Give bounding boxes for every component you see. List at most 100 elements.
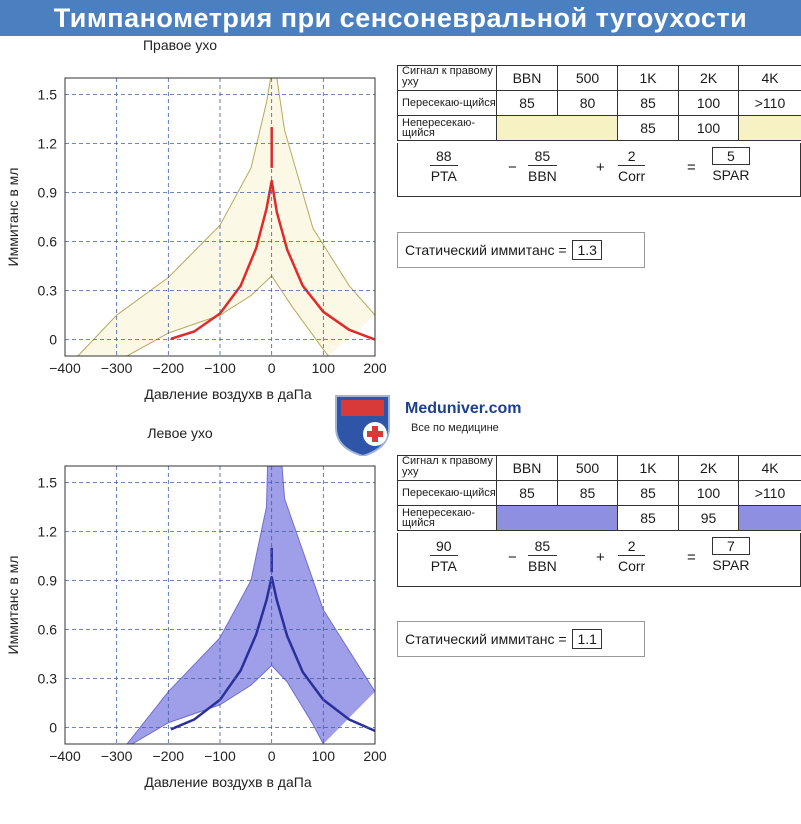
static-value: 1.3	[572, 240, 601, 260]
x-tick-label: 200	[363, 748, 387, 764]
row-label-uncrossed: Непересекаю-щийся	[398, 116, 497, 141]
freq-cell: BBN	[497, 456, 558, 481]
left-masking-table: Сигнал к правому уху BBN 500 1K 2K 4K Пе…	[397, 455, 801, 531]
spar-value: 7	[712, 537, 750, 555]
x-tick-label: 100	[312, 360, 336, 376]
static-value: 1.1	[572, 629, 601, 649]
table-cell: 85	[497, 91, 558, 116]
y-tick-label: 1.5	[38, 474, 58, 490]
x-tick-label: −300	[101, 360, 133, 376]
chart-title: Правое ухо	[143, 37, 217, 53]
corr-value: 2	[618, 537, 645, 556]
y-tick-label: 0.6	[38, 234, 58, 250]
chart-title: Левое ухо	[147, 425, 213, 441]
freq-cell: 4K	[739, 456, 801, 481]
x-tick-label: −200	[153, 748, 185, 764]
equals-sign: =	[687, 159, 696, 176]
table-cell: 85	[618, 91, 679, 116]
freq-cell: 1K	[618, 456, 679, 481]
corr-label: Corr	[618, 556, 645, 574]
right-static-immittance: Статический иммитанс = 1.3	[397, 232, 645, 268]
freq-cell: 2K	[679, 66, 739, 91]
spar-label: SPAR	[706, 555, 756, 573]
y-axis-label: Иммитанс в мл	[5, 556, 21, 655]
signal-header: Сигнал к правому уху	[398, 66, 497, 91]
y-tick-label: 0.9	[38, 184, 58, 200]
shaded-cell	[739, 116, 801, 141]
x-tick-label: 0	[268, 748, 276, 764]
pta-label: PTA	[430, 556, 458, 574]
equals-sign: =	[687, 549, 696, 566]
y-tick-label: 0	[49, 332, 57, 348]
x-tick-label: −200	[153, 360, 185, 376]
normal-range-band	[78, 78, 375, 356]
table-cell: 85	[558, 481, 618, 506]
table-cell: 95	[679, 506, 739, 531]
minus-sign: −	[508, 159, 517, 176]
y-tick-label: 0.3	[38, 671, 58, 687]
table-cell: >110	[739, 91, 801, 116]
y-tick-label: 0.6	[38, 622, 58, 638]
y-tick-label: 1.2	[38, 135, 58, 151]
freq-cell: 4K	[739, 66, 801, 91]
static-eq: =	[558, 631, 566, 647]
x-tick-label: −400	[49, 360, 81, 376]
table-cell: 100	[679, 481, 739, 506]
band-group	[78, 78, 375, 356]
table-cell: 85	[618, 116, 679, 141]
band-group	[127, 466, 375, 744]
y-tick-label: 0.3	[38, 283, 58, 299]
table-cell: 100	[679, 116, 739, 141]
y-tick-label: 1.2	[38, 523, 58, 539]
table-cell: 85	[618, 506, 679, 531]
page-title: Тимпанометрия при сенсоневральной тугоух…	[0, 0, 801, 36]
shaded-cell	[739, 506, 801, 531]
spar-label: SPAR	[706, 165, 756, 183]
plus-sign: +	[596, 549, 605, 566]
x-tick-label: −400	[49, 748, 81, 764]
static-label: Статический иммитанс	[405, 631, 554, 647]
bbn-label: BBN	[528, 556, 557, 574]
meduniver-logo[interactable]: Meduniver.com Все по медицине	[333, 390, 553, 456]
logo-name: Meduniver.com	[405, 400, 521, 418]
x-tick-label: 100	[312, 748, 336, 764]
pta-label: PTA	[430, 166, 458, 184]
freq-cell: 2K	[679, 456, 739, 481]
table-cell: 85	[618, 481, 679, 506]
shield-icon	[333, 390, 403, 456]
table-cell: 100	[679, 91, 739, 116]
x-tick-label: 0	[268, 360, 276, 376]
bbn-value: 85	[528, 147, 557, 166]
left-static-immittance: Статический иммитанс = 1.1	[397, 621, 645, 657]
y-axis-label: Иммитанс в мл	[5, 168, 21, 267]
shaded-cell	[497, 506, 618, 531]
pta-value: 88	[430, 147, 458, 166]
freq-cell: 500	[558, 456, 618, 481]
y-tick-label: 0.9	[38, 572, 58, 588]
shaded-cell	[497, 116, 618, 141]
minus-sign: −	[508, 549, 517, 566]
freq-cell: 500	[558, 66, 618, 91]
right-masking-table: Сигнал к правому уху BBN 500 1K 2K 4K Пе…	[397, 65, 801, 141]
x-tick-label: −100	[204, 748, 236, 764]
corr-label: Corr	[618, 166, 645, 184]
x-axis-label: Давление воздухв в даПа	[144, 386, 311, 402]
freq-cell: 1K	[618, 66, 679, 91]
y-tick-label: 1.5	[38, 86, 58, 102]
logo-tagline: Все по медицине	[411, 422, 499, 434]
x-axis-label: Давление воздухв в даПа	[144, 774, 311, 790]
bbn-value: 85	[528, 537, 557, 556]
static-eq: =	[558, 242, 566, 258]
plus-sign: +	[596, 159, 605, 176]
corr-value: 2	[618, 147, 645, 166]
bbn-label: BBN	[528, 166, 557, 184]
normal-range-band	[127, 466, 375, 744]
spar-value: 5	[712, 147, 750, 165]
freq-cell: BBN	[497, 66, 558, 91]
y-tick-label: 0	[49, 720, 57, 736]
